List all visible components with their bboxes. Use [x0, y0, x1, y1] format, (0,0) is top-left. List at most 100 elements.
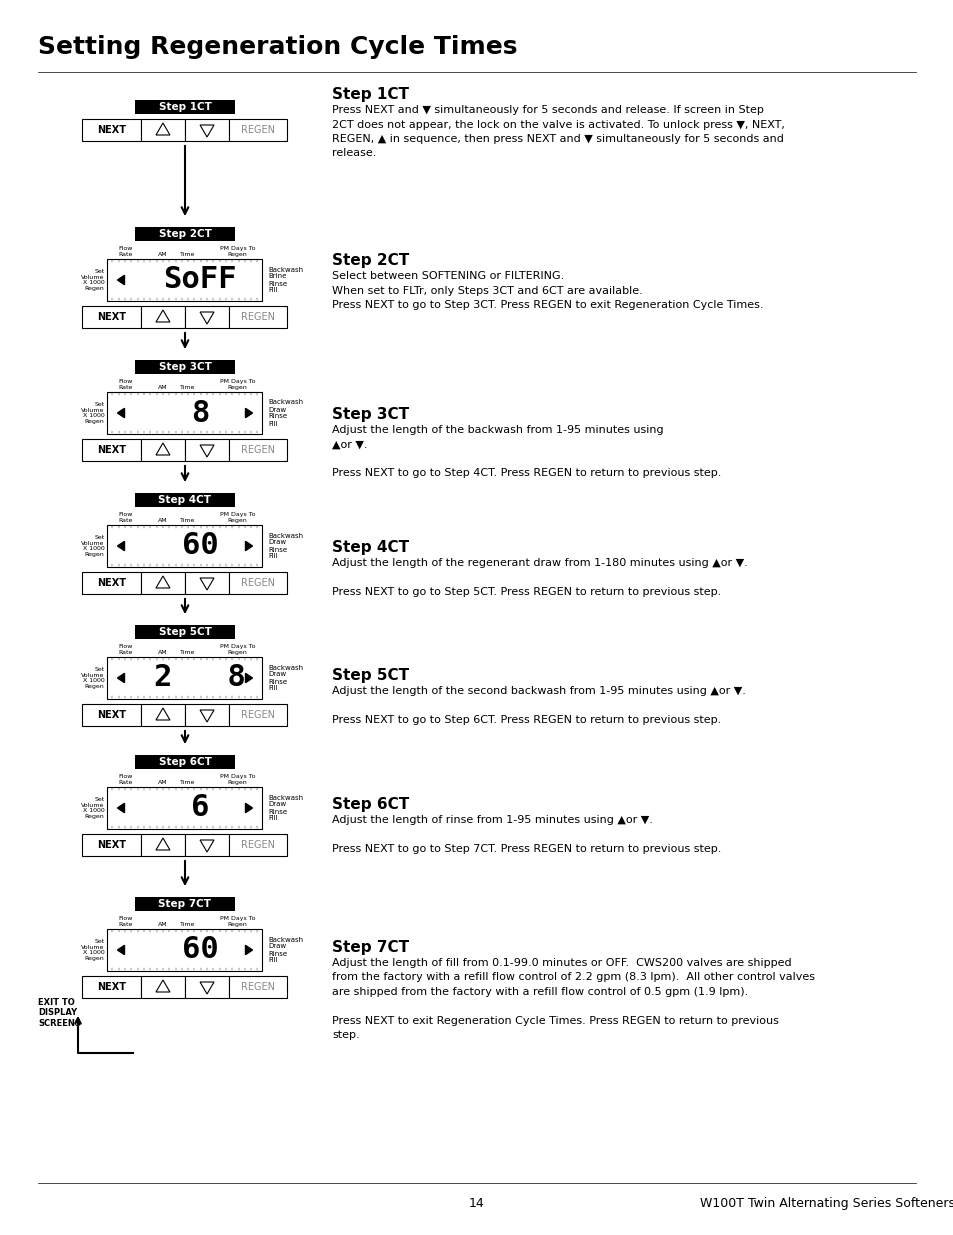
Text: Set
Volume
X 1000
Regen: Set Volume X 1000 Regen: [81, 939, 105, 961]
Polygon shape: [200, 840, 213, 852]
Text: NEXT: NEXT: [97, 445, 126, 454]
Text: Flow
Rate: Flow Rate: [118, 774, 132, 785]
Polygon shape: [155, 839, 170, 850]
Polygon shape: [117, 541, 125, 551]
Text: Flow
Rate: Flow Rate: [118, 513, 132, 522]
Bar: [108, 259, 262, 301]
Polygon shape: [200, 578, 213, 590]
Bar: [82, 572, 141, 594]
Text: Step 3CT: Step 3CT: [332, 408, 409, 422]
Bar: [185, 976, 229, 998]
Polygon shape: [200, 982, 213, 994]
Text: AM: AM: [157, 781, 167, 785]
Text: REGEN: REGEN: [241, 710, 275, 720]
Text: Press NEXT and ▼ simultaneously for 5 seconds and release. If screen in Step: Press NEXT and ▼ simultaneously for 5 se…: [332, 105, 763, 115]
Text: Step 7CT: Step 7CT: [332, 940, 409, 955]
Polygon shape: [117, 409, 125, 417]
Text: AM: AM: [157, 650, 167, 655]
Text: Flow
Rate: Flow Rate: [118, 645, 132, 655]
Polygon shape: [117, 275, 125, 284]
Polygon shape: [245, 409, 253, 417]
Text: W100T Twin Alternating Series Softeners: W100T Twin Alternating Series Softeners: [700, 1197, 953, 1210]
Polygon shape: [155, 310, 170, 322]
Text: Step 7CT: Step 7CT: [158, 899, 212, 909]
Text: PM Days To
Regen: PM Days To Regen: [219, 645, 255, 655]
Text: Set
Volume
X 1000
Regen: Set Volume X 1000 Regen: [81, 535, 105, 557]
Polygon shape: [155, 443, 170, 454]
Text: Adjust the length of the backwash from 1-95 minutes using: Adjust the length of the backwash from 1…: [332, 425, 663, 435]
Bar: [185, 704, 229, 726]
Bar: [185, 119, 229, 141]
Text: NEXT: NEXT: [97, 982, 126, 992]
Bar: [82, 976, 141, 998]
Text: Flow
Rate: Flow Rate: [118, 379, 132, 390]
Bar: [229, 119, 287, 141]
Bar: [229, 438, 287, 461]
Text: Press NEXT to go to Step 7CT. Press REGEN to return to previous step.: Press NEXT to go to Step 7CT. Press REGE…: [332, 844, 720, 853]
Polygon shape: [155, 124, 170, 135]
Text: Step 3CT: Step 3CT: [158, 362, 212, 372]
Text: 6: 6: [191, 794, 209, 823]
Bar: [108, 787, 262, 829]
Text: REGEN: REGEN: [241, 312, 275, 322]
Text: Press NEXT to exit Regeneration Cycle Times. Press REGEN to return to previous: Press NEXT to exit Regeneration Cycle Ti…: [332, 1016, 778, 1026]
Text: from the factory with a refill flow control of 2.2 gpm (8.3 lpm).  All other con: from the factory with a refill flow cont…: [332, 972, 814, 983]
Text: PM Days To
Regen: PM Days To Regen: [219, 379, 255, 390]
Bar: [135, 897, 234, 911]
Text: Time: Time: [179, 781, 195, 785]
Polygon shape: [245, 945, 253, 955]
Text: are shipped from the factory with a refill flow control of 0.5 gpm (1.9 lpm).: are shipped from the factory with a refi…: [332, 987, 747, 997]
Text: release.: release.: [332, 148, 376, 158]
Text: Step 4CT: Step 4CT: [158, 495, 212, 505]
Bar: [82, 438, 141, 461]
Text: 2CT does not appear, the lock on the valve is activated. To unlock press ▼, NEXT: 2CT does not appear, the lock on the val…: [332, 120, 784, 130]
Bar: [229, 306, 287, 329]
Text: Step 6CT: Step 6CT: [332, 797, 409, 811]
Text: Backwash
Draw
Rinse
Fill: Backwash Draw Rinse Fill: [268, 664, 303, 692]
Bar: [229, 572, 287, 594]
Bar: [141, 306, 185, 329]
Bar: [141, 572, 185, 594]
Text: 2   8: 2 8: [153, 663, 246, 693]
Text: AM: AM: [157, 252, 167, 257]
Text: Press NEXT to go to Step 6CT. Press REGEN to return to previous step.: Press NEXT to go to Step 6CT. Press REGE…: [332, 715, 720, 725]
Bar: [82, 704, 141, 726]
Bar: [185, 306, 229, 329]
Text: Set
Volume
X 1000
Regen: Set Volume X 1000 Regen: [81, 401, 105, 424]
Bar: [141, 976, 185, 998]
Bar: [135, 755, 234, 769]
Text: Adjust the length of the second backwash from 1-95 minutes using ▲or ▼.: Adjust the length of the second backwash…: [332, 685, 745, 697]
Text: Flow
Rate: Flow Rate: [118, 246, 132, 257]
Text: Set
Volume
X 1000
Regen: Set Volume X 1000 Regen: [81, 667, 105, 689]
Bar: [108, 391, 262, 433]
Text: ▲or ▼.: ▲or ▼.: [332, 440, 367, 450]
Text: Backwash
Draw
Rinse
Fill: Backwash Draw Rinse Fill: [268, 532, 303, 559]
Text: Time: Time: [179, 517, 195, 522]
Bar: [108, 929, 262, 971]
Text: When set to FLTr, only Steps 3CT and 6CT are available.: When set to FLTr, only Steps 3CT and 6CT…: [332, 285, 642, 295]
Text: Step 2CT: Step 2CT: [332, 253, 409, 268]
Polygon shape: [155, 708, 170, 720]
Text: Press NEXT to go to Step 5CT. Press REGEN to return to previous step.: Press NEXT to go to Step 5CT. Press REGE…: [332, 587, 720, 597]
Text: AM: AM: [157, 385, 167, 390]
Text: Step 5CT: Step 5CT: [332, 668, 409, 683]
Text: Press NEXT to go to Step 3CT. Press REGEN to exit Regeneration Cycle Times.: Press NEXT to go to Step 3CT. Press REGE…: [332, 300, 762, 310]
Bar: [135, 100, 234, 114]
Text: AM: AM: [157, 923, 167, 927]
Text: Press NEXT to go to Step 4CT. Press REGEN to return to previous step.: Press NEXT to go to Step 4CT. Press REGE…: [332, 468, 720, 478]
Text: EXIT TO
DISPLAY
SCREENS: EXIT TO DISPLAY SCREENS: [38, 998, 81, 1028]
Text: Time: Time: [179, 923, 195, 927]
Text: REGEN: REGEN: [241, 982, 275, 992]
Polygon shape: [117, 945, 125, 955]
Text: Backwash
Draw
Rinse
Fill: Backwash Draw Rinse Fill: [268, 794, 303, 821]
Bar: [141, 119, 185, 141]
Text: Backwash
Draw
Rinse
Fill: Backwash Draw Rinse Fill: [268, 936, 303, 963]
Text: PM Days To
Regen: PM Days To Regen: [219, 916, 255, 927]
Text: NEXT: NEXT: [97, 312, 126, 322]
Bar: [229, 834, 287, 856]
Bar: [135, 359, 234, 374]
Bar: [185, 438, 229, 461]
Polygon shape: [117, 803, 125, 813]
Bar: [135, 227, 234, 241]
Bar: [141, 438, 185, 461]
